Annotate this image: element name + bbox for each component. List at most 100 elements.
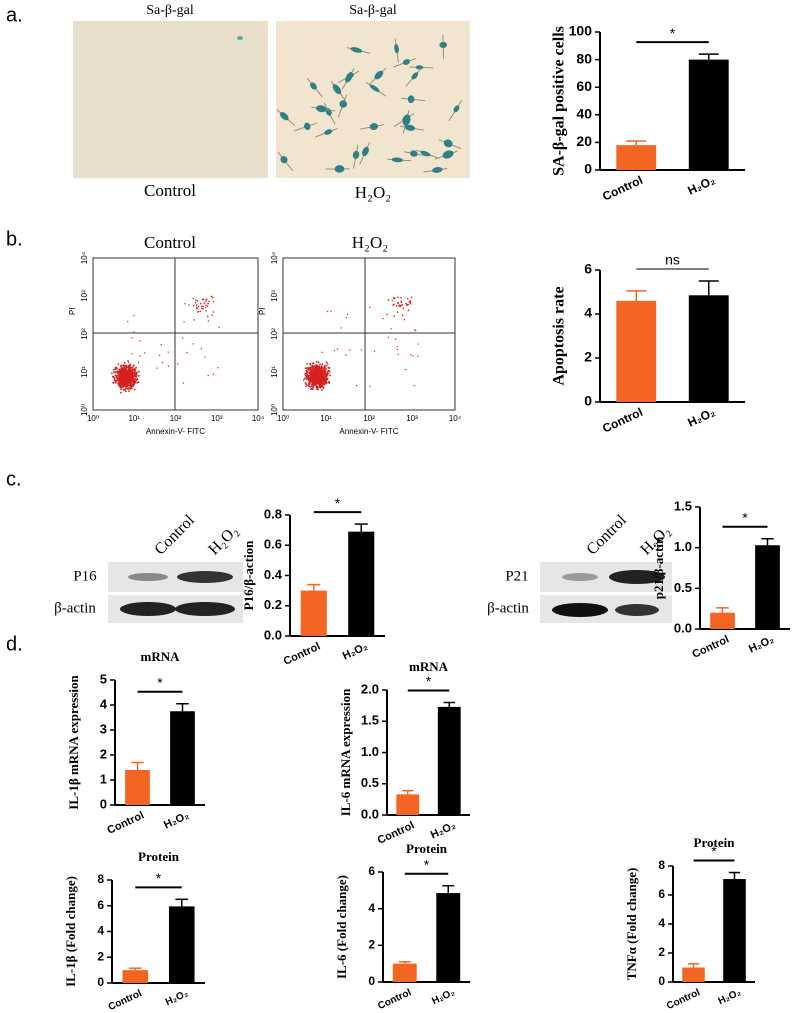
flow-event	[310, 371, 313, 374]
flow-event	[202, 298, 205, 300]
flow-event	[129, 369, 132, 371]
flow-x-label: Annexin-V- FITC	[339, 427, 398, 436]
flow-event	[115, 380, 117, 382]
flow-event	[317, 379, 320, 382]
flow-event	[139, 355, 141, 357]
flow-event	[205, 298, 208, 301]
significance-label: *	[670, 25, 676, 41]
flow-event	[181, 337, 184, 339]
flow-event	[119, 385, 122, 388]
cell	[442, 150, 454, 159]
chart-title: Protein	[694, 835, 736, 850]
bar	[168, 906, 195, 983]
flow-event	[396, 311, 399, 314]
cell	[237, 36, 243, 40]
bar	[616, 145, 657, 170]
bar	[688, 59, 729, 170]
flow-event	[316, 375, 318, 378]
y-tick-label: 1.5	[674, 498, 692, 513]
y-tick-label: 6	[584, 261, 592, 277]
flow-event	[316, 388, 319, 391]
flow-y-tick-label: 10³	[270, 290, 279, 302]
flow-event	[126, 373, 129, 376]
flow-event	[321, 363, 324, 366]
flow-event	[123, 374, 126, 377]
flow-y-tick-label: 10³	[80, 290, 89, 302]
flow-event	[134, 373, 136, 375]
flow-event	[320, 365, 322, 368]
bar	[710, 612, 735, 629]
flow-event	[131, 366, 134, 369]
flow-event	[132, 368, 135, 371]
flow-panel	[92, 257, 456, 411]
flow-event	[127, 320, 129, 323]
flow-event	[382, 317, 384, 320]
flow-event	[133, 314, 135, 317]
flow-event	[121, 386, 124, 389]
flow-event	[326, 372, 329, 375]
flow-event	[369, 385, 371, 387]
flow-event	[308, 366, 311, 369]
flow-event	[117, 363, 120, 366]
flow-y-tick-label: 10⁰	[80, 404, 89, 416]
cell	[304, 122, 311, 131]
flow-x-tick-label: 10¹	[128, 414, 140, 423]
flow-event	[302, 378, 305, 381]
x-tick-label: H₂O₂	[429, 819, 458, 841]
cell	[443, 139, 453, 148]
flow-event	[206, 315, 209, 318]
flow-event	[212, 311, 215, 313]
y-axis-label: TNFα (Fold change)	[624, 868, 639, 981]
cell	[332, 84, 342, 95]
bar	[348, 531, 375, 636]
flow-event	[325, 375, 328, 378]
flow-event	[324, 377, 327, 380]
flow-x-label: Annexin-V- FITC	[146, 427, 205, 436]
flow-event	[188, 304, 190, 306]
y-tick-label: 80	[576, 50, 592, 66]
significance-label: *	[156, 870, 162, 886]
flow-event	[208, 300, 210, 303]
cell	[391, 157, 404, 163]
flow-event	[345, 317, 347, 319]
flow-event	[397, 353, 399, 356]
y-tick-label: 2.0	[361, 681, 379, 696]
flow-event	[324, 371, 326, 374]
flow-event	[315, 364, 318, 366]
flow-event	[127, 376, 129, 379]
flow-event	[115, 374, 118, 377]
flow-event	[129, 383, 132, 386]
flow-event	[407, 303, 410, 306]
flow-event	[314, 380, 316, 383]
flow-event	[309, 376, 312, 379]
y-tick-label: 0	[658, 974, 665, 988]
bar	[300, 590, 327, 636]
flow-y-tick-label: 10⁴	[80, 251, 89, 264]
flow-event	[317, 371, 320, 374]
flow-event	[323, 365, 326, 367]
flow-event	[156, 367, 158, 369]
image-label: Control	[144, 181, 196, 200]
flow-event	[390, 328, 392, 330]
flow-event	[308, 380, 311, 383]
significance-label: *	[426, 673, 432, 689]
y-tick-label: 0.6	[264, 537, 282, 552]
flow-event	[310, 368, 313, 371]
flow-event	[406, 297, 409, 300]
y-tick-label: 0	[584, 161, 592, 177]
cell	[374, 70, 384, 80]
flow-event	[117, 375, 120, 378]
flow-event	[409, 300, 412, 302]
y-axis-label: IL-1β mRNA expression	[66, 675, 81, 810]
significance-label: *	[335, 495, 341, 511]
bar	[396, 794, 420, 815]
y-tick-label: 0.4	[264, 567, 283, 582]
flow-event	[318, 382, 320, 385]
cell	[432, 167, 443, 173]
flow-event	[124, 376, 127, 378]
flow-event	[319, 384, 322, 387]
flow-event	[122, 385, 125, 387]
flow-event	[133, 332, 135, 334]
flow-event	[396, 346, 398, 348]
flow-event	[130, 387, 133, 390]
